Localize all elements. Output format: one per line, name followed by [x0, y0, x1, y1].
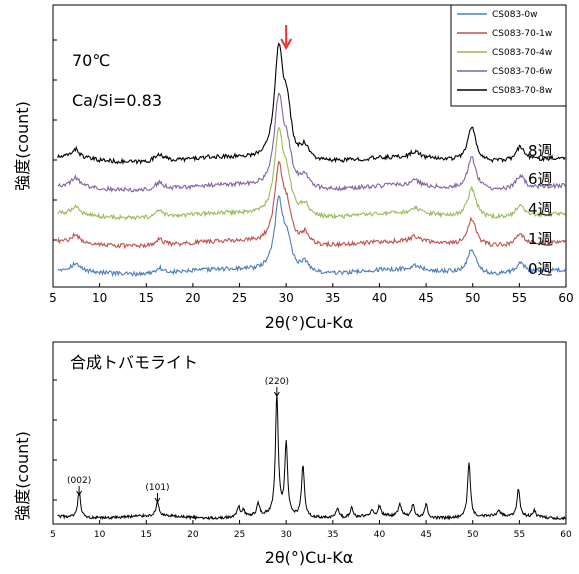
- peak-label-1: (101): [145, 483, 169, 493]
- peak-arrow-head-0: [76, 490, 83, 496]
- red-arrow-marker: [280, 25, 293, 51]
- bottom-y-ticks: [53, 379, 57, 501]
- top-x-tick-label-10: 10: [92, 291, 107, 305]
- legend-label-CS083-0w: CS083-0w: [492, 10, 538, 20]
- top-x-axis-title: 2θ(°)Cu-Kα: [265, 313, 354, 332]
- bottom-x-tick-label-5: 5: [50, 530, 56, 540]
- top-chart: 5 10 15 20 25 30 35 40 45 50 55 60 0週 1週 4週 6週 8週 70℃ C…: [13, 4, 574, 332]
- week-label-0: 0週: [528, 260, 553, 278]
- bottom-peak-labels: (002) (101) (220): [67, 377, 289, 503]
- legend-label-CS083-70-8w: CS083-70-8w: [492, 86, 552, 96]
- top-x-tick-label-25: 25: [232, 291, 247, 305]
- top-x-tick-label-40: 40: [372, 291, 387, 305]
- bottom-x-ticks: 5 10 15 20 25 30 35 40 45 50 55 60: [50, 520, 572, 540]
- top-x-ticks: 5 10 15 20 25 30 35 40 45 50 55 60: [49, 283, 574, 305]
- top-x-tick-label-35: 35: [325, 291, 340, 305]
- legend-box: [450, 4, 567, 107]
- series-line-CS083-0w: [57, 195, 566, 278]
- week-label-4: 8週: [528, 142, 553, 160]
- top-annotation-temperature: 70℃: [72, 51, 110, 70]
- bottom-plot-frame: [52, 341, 567, 525]
- top-x-tick-label-5: 5: [49, 291, 57, 305]
- top-series-group: [57, 42, 566, 278]
- top-x-tick-label-30: 30: [279, 291, 294, 305]
- week-label-2: 4週: [528, 200, 553, 218]
- peak-arrow-head-1: [154, 497, 161, 503]
- bottom-x-tick-label-60: 60: [560, 530, 572, 540]
- top-annotation-ca-si: Ca/Si=0.83: [72, 91, 162, 110]
- bottom-x-axis-title: 2θ(°)Cu-Kα: [265, 548, 354, 567]
- top-week-labels: 0週 1週 4週 6週 8週: [528, 142, 553, 278]
- top-y-axis-title: 強度(count): [13, 101, 32, 191]
- top-x-tick-label-20: 20: [185, 291, 200, 305]
- bottom-y-axis-title: 強度(count): [13, 431, 32, 521]
- peak-arrow-head-2: [273, 391, 280, 397]
- bottom-x-tick-label-25: 25: [234, 530, 245, 540]
- bottom-chart: 5 10 15 20 25 30 35 40 45 50 55 60 (002)(101)(220) …: [13, 341, 572, 567]
- legend-label-CS083-70-1w: CS083-70-1w: [492, 29, 552, 39]
- bottom-x-tick-label-10: 10: [94, 530, 106, 540]
- bottom-x-tick-label-35: 35: [327, 530, 338, 540]
- top-y-ticks: [53, 39, 57, 241]
- bottom-x-tick-label-15: 15: [141, 530, 152, 540]
- top-x-tick-label-55: 55: [512, 291, 527, 305]
- bottom-x-tick-label-40: 40: [374, 530, 386, 540]
- series-line-CS083-70-8w: [57, 42, 566, 165]
- week-label-3: 6週: [528, 170, 553, 188]
- top-x-tick-label-15: 15: [139, 291, 154, 305]
- bottom-series-group: [57, 394, 566, 521]
- legend-label-CS083-70-4w: CS083-70-4w: [492, 48, 552, 58]
- legend-label-CS083-70-6w: CS083-70-6w: [492, 67, 552, 77]
- peak-label-0: (002): [67, 476, 91, 486]
- series-line-CS083-70-1w: [57, 160, 566, 250]
- top-x-tick-label-60: 60: [558, 291, 573, 305]
- week-label-1: 1週: [528, 230, 553, 248]
- bottom-x-tick-label-30: 30: [280, 530, 292, 540]
- bottom-series-line: [57, 394, 566, 521]
- series-line-CS083-70-4w: [57, 126, 566, 221]
- bottom-x-tick-label-20: 20: [187, 530, 199, 540]
- legend: CS083-0w CS083-70-1w CS083-70-4w CS083-70-6…: [450, 4, 567, 107]
- top-x-tick-label-45: 45: [418, 291, 433, 305]
- top-plot-frame: [52, 4, 567, 288]
- series-line-CS083-70-6w: [57, 92, 566, 193]
- top-x-tick-label-50: 50: [465, 291, 480, 305]
- arrow-head: [280, 38, 293, 51]
- bottom-annotation-title: 合成トバモライト: [70, 353, 198, 372]
- bottom-x-tick-label-45: 45: [420, 530, 431, 540]
- bottom-x-tick-label-55: 55: [514, 530, 525, 540]
- peak-label-2: (220): [265, 377, 289, 387]
- bottom-x-tick-label-50: 50: [467, 530, 479, 540]
